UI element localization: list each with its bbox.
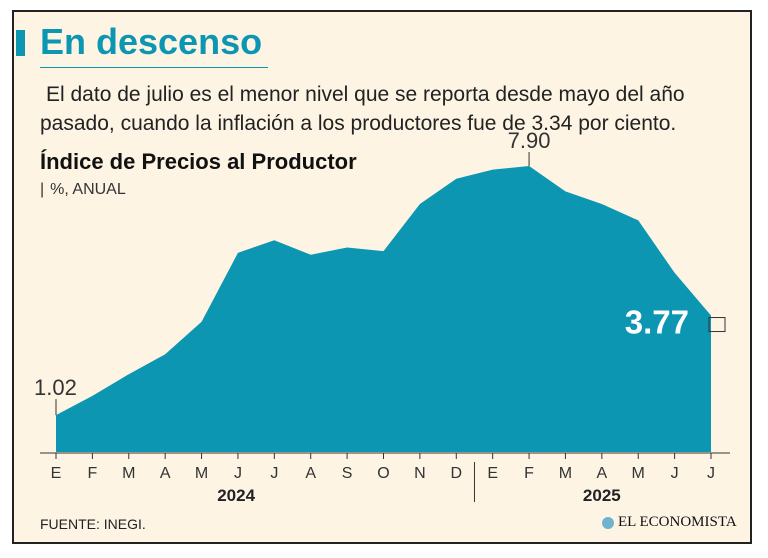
x-tick-label-13: F — [524, 465, 534, 482]
x-tick-label-3: A — [160, 465, 171, 482]
chart-subtitle: | %, ANUAL — [40, 181, 126, 199]
ppi-area — [56, 166, 711, 452]
x-tick-label-12: E — [487, 465, 498, 482]
subtitle-pipe: | — [40, 181, 45, 198]
x-tick-label-8: S — [342, 465, 353, 482]
x-tick-label-4: M — [195, 465, 208, 482]
x-tick-label-14: M — [559, 465, 572, 482]
headline: En descenso — [40, 21, 263, 62]
year-label-2025: 2025 — [583, 486, 621, 505]
brand-name: EL ECONOMISTA — [618, 514, 737, 530]
x-tick-label-6: J — [270, 465, 278, 482]
x-tick-label-11: D — [450, 465, 462, 482]
x-tick-label-15: A — [596, 465, 607, 482]
x-tick-label-5: J — [234, 465, 242, 482]
annotation-marker-end — [708, 317, 726, 333]
x-tick-label-7: A — [305, 465, 316, 482]
x-tick-label-10: N — [414, 465, 426, 482]
headline-underline — [40, 67, 268, 68]
brand-icon — [602, 516, 614, 529]
annotation-label-peak: 7.90 — [508, 128, 551, 153]
chart-units: %, ANUAL — [50, 181, 126, 198]
x-tick-label-17: J — [671, 465, 679, 482]
source-note: FUENTE: INEGI. — [40, 516, 146, 532]
brand-logo: EL ECONOMISTA — [602, 514, 737, 531]
x-tick-label-9: O — [377, 465, 389, 482]
year-label-2024: 2024 — [217, 486, 255, 505]
deck-text: El dato de julio es el menor nivel que s… — [40, 83, 685, 135]
x-tick-label-0: E — [51, 465, 62, 482]
title-accent-bar — [16, 30, 25, 56]
x-tick-label-18: J — [707, 465, 715, 482]
annotation-label-start: 1.02 — [34, 375, 77, 400]
chart-title: Índice de Precios al Productor — [40, 149, 357, 174]
x-tick-label-1: F — [87, 465, 97, 482]
x-tick-label-2: M — [122, 465, 135, 482]
x-tick-label-16: M — [632, 465, 645, 482]
annotation-label-end: 3.77 — [625, 304, 689, 341]
